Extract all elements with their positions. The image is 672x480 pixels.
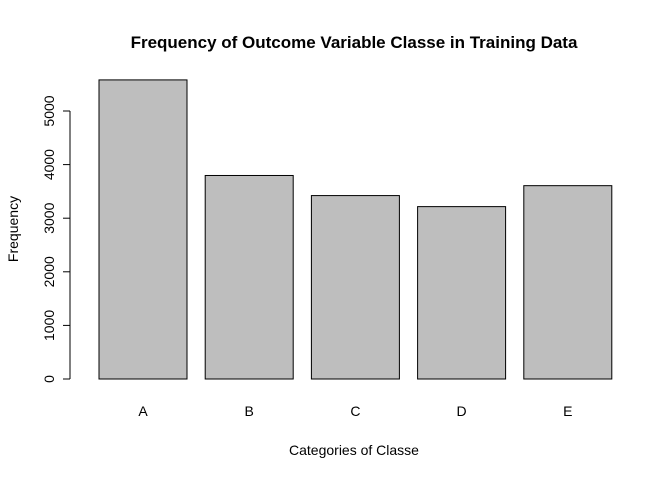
- y-tick-label: 0: [41, 375, 57, 383]
- x-tick-label: B: [245, 403, 254, 419]
- y-tick-label: 5000: [41, 95, 57, 126]
- bars-group: [98, 79, 613, 380]
- chart-title: Frequency of Outcome Variable Classe in …: [131, 33, 578, 52]
- x-tick-label: A: [138, 403, 148, 419]
- bar-B: [204, 174, 294, 380]
- y-axis-label: Frequency: [5, 196, 21, 262]
- bar-C: [310, 195, 400, 380]
- x-axis-label: Categories of Classe: [289, 442, 419, 458]
- x-tick-label: E: [563, 403, 572, 419]
- bar-E: [523, 185, 613, 380]
- bar-D: [417, 206, 507, 380]
- y-tick-label: 3000: [41, 202, 57, 233]
- y-tick-label: 4000: [41, 149, 57, 180]
- x-tick-label: D: [457, 403, 467, 419]
- x-axis-categories: A B C D E: [138, 403, 572, 419]
- y-tick-label: 1000: [41, 310, 57, 341]
- x-tick-label: C: [350, 403, 360, 419]
- bar-A: [98, 79, 188, 380]
- y-axis: 0 1000 2000 3000 4000 5000: [41, 95, 71, 383]
- y-tick-label: 2000: [41, 256, 57, 287]
